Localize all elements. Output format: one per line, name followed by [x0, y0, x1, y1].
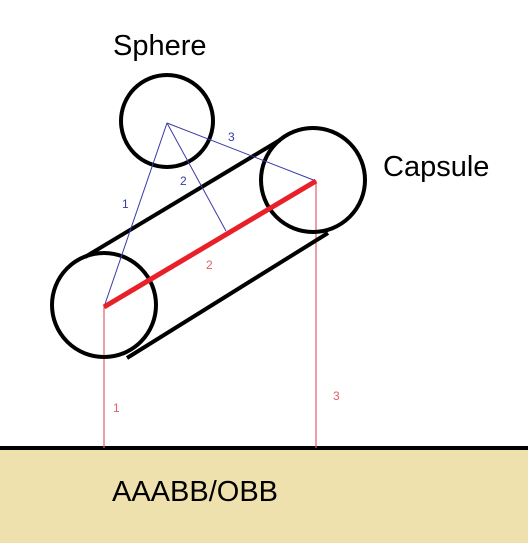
- red-number-3: 3: [333, 389, 340, 403]
- sphere-label: Sphere: [113, 30, 207, 62]
- capsule-label: Capsule: [383, 151, 489, 183]
- blue-number-3: 3: [228, 130, 235, 144]
- red-number-1: 1: [113, 401, 120, 415]
- capsule-axis: [102, 178, 318, 310]
- capsule-top-edge: [83, 138, 282, 259]
- blue-line-1: [103, 122, 168, 308]
- ground-label: AAABB/OBB: [112, 476, 278, 508]
- sphere-circle: [119, 73, 215, 169]
- capsule-end-circle-left: [50, 251, 158, 359]
- blue-number-1: 1: [122, 197, 129, 211]
- capsule-bottom-edge: [125, 231, 330, 360]
- blue-line-2: [166, 122, 227, 232]
- red-number-2: 2: [206, 258, 213, 272]
- capsule-end-circle-right: [259, 126, 367, 234]
- ground-box: [0, 448, 528, 543]
- blue-number-2: 2: [180, 174, 187, 188]
- blue-line-3: [166, 122, 317, 182]
